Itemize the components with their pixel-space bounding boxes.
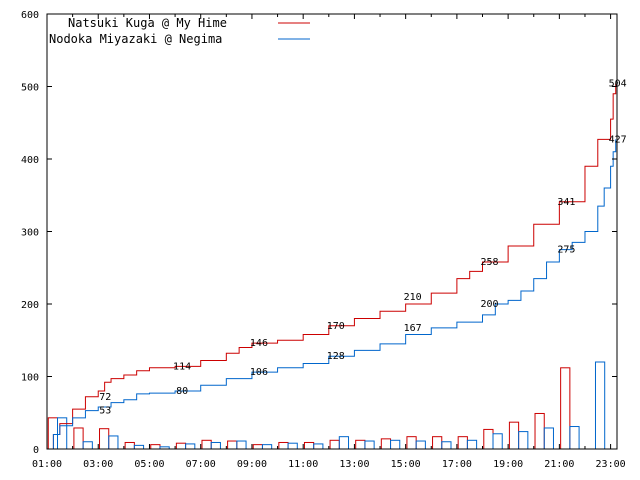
annotation-label: 200: [480, 299, 498, 310]
x-tick-label: 09:00: [237, 459, 267, 470]
lines-layer: [47, 83, 617, 450]
legend-label-nodoka: Nodoka Miyazaki @ Negima: [49, 32, 222, 46]
x-tick-label: 03:00: [83, 459, 113, 470]
annotation-label: 427: [609, 134, 627, 145]
annotation-label: 504: [609, 79, 627, 90]
x-tick-label: 21:00: [544, 459, 574, 470]
y-tick-label: 500: [21, 83, 39, 94]
x-tick-label: 17:00: [442, 459, 472, 470]
legend-layer: Natsuki Kuga @ My Hime Nodoka Miyazaki @…: [49, 16, 310, 46]
y-tick-label: 200: [21, 300, 39, 311]
annotation-label: 341: [557, 197, 575, 208]
y-tick-label: 600: [21, 10, 39, 21]
annotation-label: 72: [99, 392, 111, 403]
x-tick-label: 19:00: [493, 459, 523, 470]
x-tick-label: 05:00: [134, 459, 164, 470]
annotation-label: 106: [250, 367, 268, 378]
y-tick-label: 300: [21, 228, 39, 239]
annotation-label: 170: [327, 321, 345, 332]
annotation-label: 258: [480, 257, 498, 268]
annotation-label: 114: [173, 361, 191, 372]
legend-label-natsuki: Natsuki Kuga @ My Hime: [68, 16, 227, 30]
x-tick-label: 15:00: [391, 459, 421, 470]
annotation-label: 146: [250, 338, 268, 349]
x-tick-label: 23:00: [596, 459, 626, 470]
annotation-label: 210: [404, 292, 422, 303]
axes-layer: 0 100 200 300 400 500 600 01:00 03:00 05:00 07:00 0…: [21, 10, 626, 470]
annotation-label: 80: [176, 386, 188, 397]
series-line-nodoka: [47, 139, 617, 450]
annotation-label: 275: [557, 245, 575, 256]
annotation-label: 53: [99, 406, 111, 417]
y-tick-label: 100: [21, 373, 39, 384]
annotation-label: 128: [327, 351, 345, 362]
y-tick-label: 0: [33, 445, 39, 456]
annotation-label: 167: [404, 323, 422, 334]
annotations-layer: 72 114 146 170 210 258 341 504 53 80 106 128 167 200 2…: [99, 79, 626, 417]
x-tick-label: 01:00: [32, 459, 62, 470]
y-tick-label: 400: [21, 155, 39, 166]
x-tick-label: 13:00: [339, 459, 369, 470]
x-tick-label: 11:00: [288, 459, 318, 470]
series-line-natsuki: [47, 83, 617, 450]
x-tick-label: 07:00: [186, 459, 216, 470]
